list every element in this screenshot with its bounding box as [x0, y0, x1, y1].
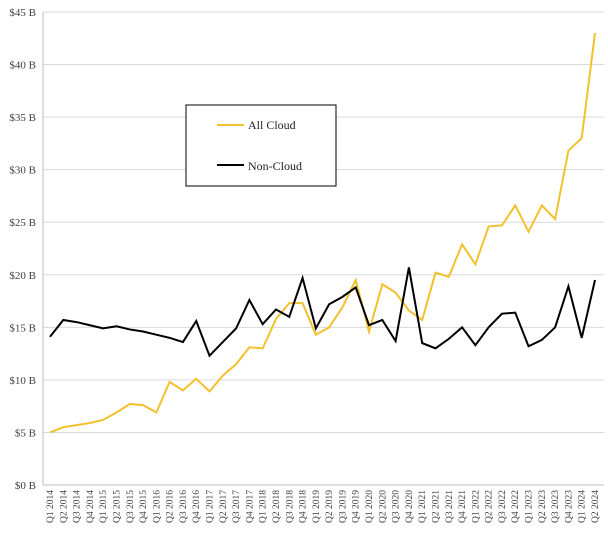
y-tick-label: $45 B [9, 7, 36, 19]
x-tick-label: Q4 2021 [458, 490, 468, 523]
x-tick-label: Q1 2014 [46, 490, 56, 523]
x-tick-label: Q1 2018 [259, 490, 269, 523]
x-tick-label: Q3 2015 [126, 490, 136, 523]
x-tick-label: Q4 2017 [245, 490, 255, 523]
legend-label-all-cloud: All Cloud [248, 118, 296, 132]
y-tick-label: $10 B [9, 375, 36, 387]
x-tick-label: Q3 2016 [179, 490, 189, 523]
x-tick-label: Q4 2018 [299, 490, 309, 523]
y-tick-label: $5 B [15, 427, 36, 439]
x-axis-tick-labels: Q1 2014 Q2 2014 Q3 2014 Q4 2014 Q1 2015 Q2 20… [46, 490, 601, 523]
x-tick-label: Q3 2022 [498, 490, 508, 523]
x-tick-label: Q2 2016 [166, 490, 176, 523]
x-tick-label: Q2 2015 [112, 490, 122, 523]
x-tick-label: Q3 2014 [73, 490, 83, 523]
gridlines [43, 11, 604, 433]
y-tick-label: $25 B [9, 217, 36, 229]
x-tick-label: Q3 2018 [285, 490, 295, 523]
x-tick-label: Q1 2019 [312, 490, 322, 523]
y-tick-label: $15 B [9, 322, 36, 334]
x-tick-label: Q1 2023 [525, 490, 535, 523]
x-tick-label: Q3 2023 [551, 490, 561, 523]
x-tick-label: Q4 2022 [511, 490, 521, 523]
x-tick-label: Q2 2020 [378, 490, 388, 523]
x-tick-label: Q2 2023 [538, 490, 548, 523]
x-tick-label: Q1 2016 [152, 490, 162, 523]
x-tick-label: Q4 2015 [139, 490, 149, 523]
x-tick-label: Q1 2020 [365, 490, 375, 523]
y-axis-tick-labels: $0 B $5 B $10 B $15 B $20 B $25 B $30 B $35 B $4… [9, 7, 36, 492]
series-lines [49, 32, 596, 434]
x-tick-label: Q1 2024 [578, 490, 588, 523]
y-tick-label: $35 B [9, 112, 36, 124]
y-tick-label: $20 B [9, 270, 36, 282]
legend-label-non-cloud: Non-Cloud [248, 159, 302, 173]
legend-box [185, 104, 337, 187]
axes [42, 12, 604, 486]
legend: All Cloud Non-Cloud [185, 104, 337, 187]
x-tick-label: Q2 2017 [219, 490, 229, 523]
x-tick-label: Q2 2022 [485, 490, 495, 523]
x-tick-label: Q3 2017 [232, 490, 242, 523]
y-tick-label: $30 B [9, 165, 36, 177]
x-tick-label: Q4 2020 [405, 490, 415, 523]
x-tick-label: Q2 2021 [431, 490, 441, 523]
x-tick-label: Q4 2019 [352, 490, 362, 523]
x-tick-label: Q4 2014 [86, 490, 96, 523]
x-tick-label: Q1 2015 [99, 490, 109, 523]
x-tick-label: Q1 2021 [418, 490, 428, 523]
series-line-non-cloud [49, 267, 596, 358]
x-tick-label: Q1 2022 [471, 490, 481, 523]
y-tick-label: $40 B [9, 60, 36, 72]
x-tick-label: Q2 2024 [591, 490, 601, 523]
x-tick-label: Q3 2019 [338, 490, 348, 523]
x-tick-label: Q4 2023 [564, 490, 574, 523]
x-tick-label: Q3 2021 [445, 490, 455, 523]
x-tick-label: Q4 2016 [192, 490, 202, 523]
x-tick-label: Q3 2020 [392, 490, 402, 523]
x-tick-label: Q2 2019 [325, 490, 335, 523]
x-tick-label: Q1 2017 [206, 490, 216, 523]
series-line-all-cloud [49, 32, 596, 434]
y-tick-label: $0 B [15, 480, 36, 492]
x-tick-label: Q2 2018 [272, 490, 282, 523]
x-tick-label: Q2 2014 [59, 490, 69, 523]
